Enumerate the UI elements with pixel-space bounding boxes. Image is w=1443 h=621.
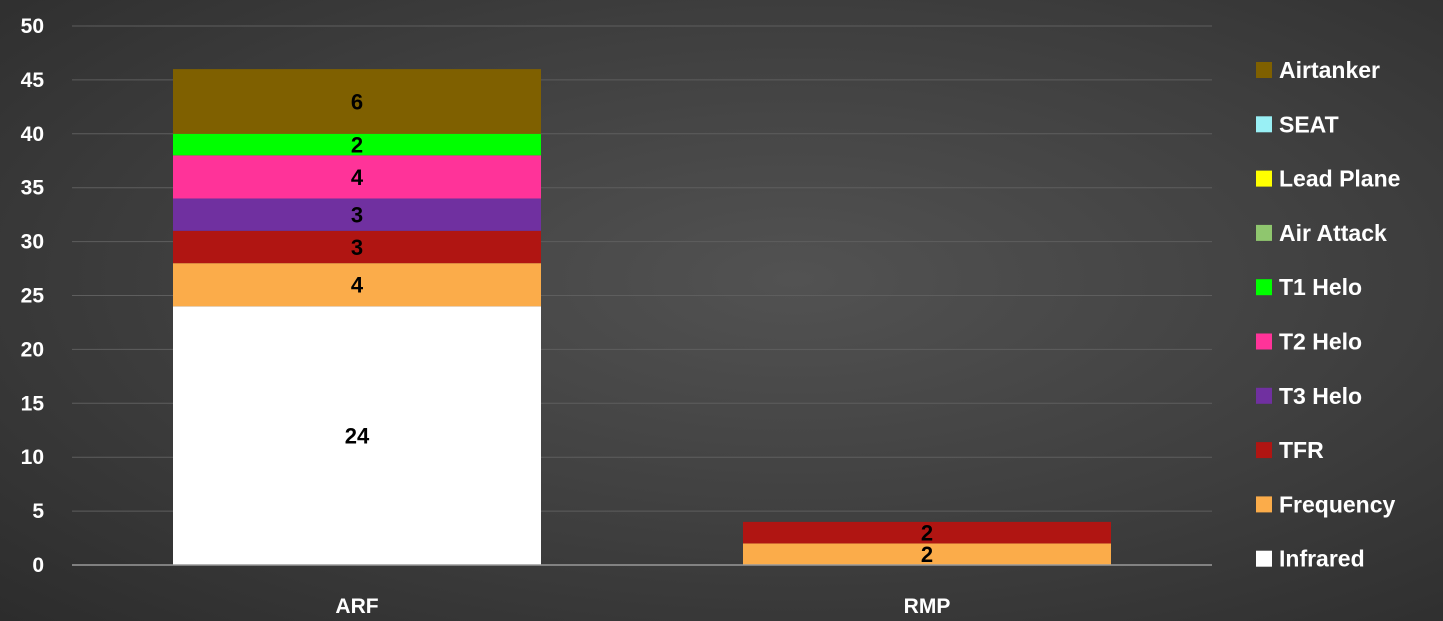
y-tick-label: 50 xyxy=(21,15,44,38)
bar-segment-rmp-tfr xyxy=(743,521,1111,544)
legend-item-airtanker: Airtanker xyxy=(1256,57,1380,83)
legend-swatch xyxy=(1256,496,1272,513)
data-label-arf-t3-helo: 3 xyxy=(351,203,363,228)
legend-swatch xyxy=(1256,170,1272,187)
data-label-arf-airtanker: 6 xyxy=(351,89,363,114)
y-axis-ticks: 0 5 10 15 20 25 30 35 40 45 50 xyxy=(21,15,45,577)
legend-item-frequency: Frequency xyxy=(1256,491,1396,517)
y-tick-label: 45 xyxy=(21,69,45,92)
legend-swatch xyxy=(1256,62,1272,78)
data-label-arf-t1-helo: 2 xyxy=(351,133,363,158)
legend-swatch xyxy=(1256,116,1272,133)
y-tick-label: 0 xyxy=(32,554,44,577)
y-tick-label: 30 xyxy=(21,231,44,254)
legend-label: T2 Helo xyxy=(1279,329,1362,355)
bar-segment-arf-airtanker xyxy=(173,69,541,134)
legend-label: SEAT xyxy=(1279,111,1339,137)
legend-label: Lead Plane xyxy=(1279,166,1400,192)
x-category-label: ARF xyxy=(335,595,378,618)
y-tick-label: 35 xyxy=(21,177,45,200)
data-label-arf-infrared: 24 xyxy=(345,424,370,449)
x-category-label: RMP xyxy=(904,595,951,618)
y-tick-label: 5 xyxy=(32,500,44,523)
y-tick-label: 25 xyxy=(21,285,45,308)
legend-item-lead-plane: Lead Plane xyxy=(1256,166,1400,192)
legend: Airtanker SEAT Lead Plane Air Attack T1 Helo… xyxy=(1256,57,1400,572)
bar-segment-arf-t2-helo xyxy=(173,155,541,199)
legend-item-t2-helo: T2 Helo xyxy=(1256,329,1362,355)
legend-label: T3 Helo xyxy=(1279,383,1362,409)
legend-label: T1 Helo xyxy=(1279,274,1362,300)
data-label-rmp-frequency: 2 xyxy=(921,542,933,567)
x-axis: ARF RMP xyxy=(72,564,1212,618)
y-tick-label: 15 xyxy=(21,392,45,415)
bars xyxy=(173,69,1111,565)
bar-segment-arf-t1-helo xyxy=(173,133,541,156)
bar-segment-rmp-frequency xyxy=(743,543,1111,565)
legend-label: TFR xyxy=(1279,437,1324,463)
bar-segment-arf-tfr xyxy=(173,230,541,264)
data-label-arf-frequency: 4 xyxy=(351,273,364,298)
data-label-arf-t2-helo: 4 xyxy=(351,165,364,190)
legend-swatch xyxy=(1256,442,1272,459)
y-tick-label: 10 xyxy=(21,446,44,469)
bar-segment-arf-t3-helo xyxy=(173,198,541,231)
legend-swatch xyxy=(1256,387,1272,404)
data-label-rmp-tfr: 2 xyxy=(921,521,933,546)
legend-item-infrared: Infrared xyxy=(1256,546,1365,572)
legend-label: Frequency xyxy=(1279,491,1396,517)
legend-label: Infrared xyxy=(1279,546,1365,572)
legend-swatch xyxy=(1256,550,1272,567)
legend-item-tfr: TFR xyxy=(1256,437,1324,463)
legend-item-t1-helo: T1 Helo xyxy=(1256,274,1362,300)
bar-segment-arf-frequency xyxy=(173,263,541,307)
legend-swatch xyxy=(1256,224,1272,241)
legend-swatch xyxy=(1256,333,1272,350)
legend-item-air-attack: Air Attack xyxy=(1256,220,1387,246)
bar-segment-arf-infrared xyxy=(173,306,541,565)
legend-item-seat: SEAT xyxy=(1256,111,1339,137)
data-label-arf-tfr: 3 xyxy=(351,235,363,260)
legend-label: Airtanker xyxy=(1279,57,1380,83)
y-tick-label: 40 xyxy=(21,123,44,146)
legend-item-t3-helo: T3 Helo xyxy=(1256,383,1362,409)
legend-swatch xyxy=(1256,279,1272,296)
y-tick-label: 20 xyxy=(21,338,44,361)
legend-label: Air Attack xyxy=(1279,220,1387,246)
